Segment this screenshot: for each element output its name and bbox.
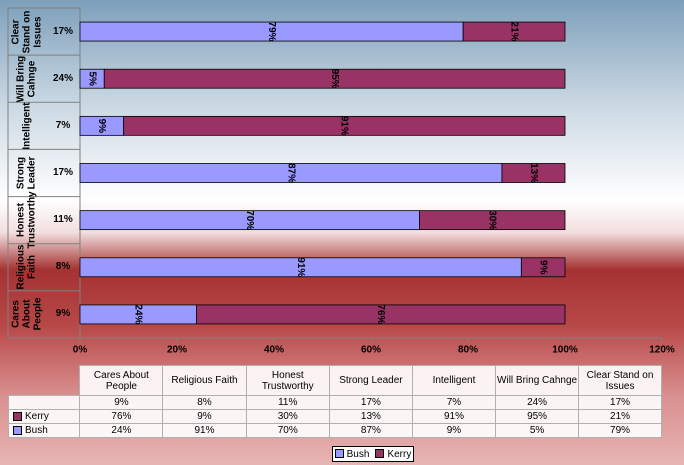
share-label: 9% bbox=[55, 308, 71, 320]
share-label: 11% bbox=[53, 214, 73, 226]
table-cell: 7% bbox=[411, 395, 497, 410]
category-label: Clear Stand on Issues bbox=[10, 10, 44, 53]
data-label: 5% bbox=[86, 71, 97, 86]
data-label: 30% bbox=[487, 210, 498, 230]
table-cell: 9% bbox=[162, 409, 247, 424]
legend-key bbox=[334, 449, 344, 459]
share-label: 24% bbox=[52, 72, 73, 84]
data-label: 70% bbox=[244, 210, 255, 230]
table-series-row: Kerry 76% 9% 30% 13% 91% 95% 21% bbox=[7, 409, 662, 424]
table-cell: 95% bbox=[495, 409, 580, 424]
table-header: Clear Stand on Issues bbox=[578, 365, 662, 396]
legend-key bbox=[375, 449, 385, 459]
table-cell: 8% bbox=[162, 395, 247, 410]
x-tick-label: 0% bbox=[73, 345, 88, 356]
table-cell: 17% bbox=[578, 395, 662, 410]
category-label: Will Bring Cahnge bbox=[15, 55, 38, 102]
x-tick-label: 20% bbox=[167, 345, 187, 356]
category-label: Honest Trustworthy bbox=[15, 191, 38, 249]
data-label: 76% bbox=[375, 304, 386, 324]
data-label: 79% bbox=[266, 22, 277, 42]
table-cell: 21% bbox=[578, 409, 662, 424]
x-tick-label: 60% bbox=[361, 345, 381, 356]
table-cell: 87% bbox=[328, 423, 413, 438]
table-cell: 24% bbox=[495, 395, 580, 410]
table-header: Religious Faith bbox=[162, 365, 247, 396]
x-tick-label: 40% bbox=[264, 345, 284, 356]
legend: Bush Kerry bbox=[332, 446, 414, 462]
data-label: 87% bbox=[285, 163, 296, 183]
table-series-row: Bush 24% 91% 70% 87% 9% 5% 79% bbox=[7, 423, 662, 438]
table-share-row: 9% 8% 11% 17% 7% 24% 17% bbox=[7, 395, 662, 410]
category-label: Intelligent bbox=[21, 102, 33, 150]
legend-key bbox=[13, 411, 22, 421]
table-cell: 79% bbox=[578, 423, 662, 438]
table-cell: 9% bbox=[411, 423, 497, 438]
share-label: 8% bbox=[55, 261, 71, 273]
legend-label: Kerry bbox=[387, 448, 412, 460]
legend-key bbox=[13, 425, 22, 435]
table-cell: 76% bbox=[79, 409, 164, 424]
row-name: Bush bbox=[25, 425, 48, 436]
table-header: Honest Trustworthy bbox=[245, 365, 330, 396]
table-corner bbox=[9, 366, 80, 396]
table-cell: 70% bbox=[245, 423, 330, 438]
bar-segment bbox=[462, 21, 566, 42]
x-tick-label: 80% bbox=[458, 345, 478, 356]
table-cell: 9% bbox=[79, 395, 164, 410]
table-cell: 13% bbox=[328, 409, 413, 424]
x-tick-label: 100% bbox=[552, 345, 578, 356]
table-cell: 24% bbox=[79, 423, 164, 438]
data-label: 21% bbox=[508, 22, 519, 42]
legend-label: Bush bbox=[346, 448, 370, 460]
bar-segment bbox=[195, 304, 566, 325]
data-table: Cares About People Religious Faith Honest … bbox=[7, 365, 662, 438]
category-label: Cares About People bbox=[10, 298, 44, 331]
table-cell: 30% bbox=[245, 409, 330, 424]
data-label: 9% bbox=[96, 119, 107, 134]
legend-item: Kerry bbox=[375, 449, 411, 460]
bar-segment bbox=[501, 163, 566, 183]
table-header: Strong Leader bbox=[328, 365, 413, 396]
category-label: Religious Faith bbox=[15, 244, 38, 290]
data-label: 91% bbox=[339, 116, 350, 136]
table-cell: 91% bbox=[162, 423, 247, 438]
data-label: 95% bbox=[329, 69, 340, 89]
legend-item: Bush bbox=[334, 448, 370, 460]
bar-segment bbox=[419, 210, 566, 231]
table-cell: 91% bbox=[411, 409, 497, 424]
table-cell: 5% bbox=[495, 423, 580, 438]
share-label: 17% bbox=[52, 25, 73, 37]
bar-segment bbox=[103, 68, 566, 89]
table-header: Cares About People bbox=[79, 365, 164, 396]
share-label: 7% bbox=[55, 119, 71, 131]
row-name: Kerry bbox=[25, 411, 49, 422]
data-label: 13% bbox=[528, 163, 539, 183]
table-row-head: Bush bbox=[7, 423, 81, 438]
data-label: 91% bbox=[295, 257, 306, 277]
bar-segment bbox=[123, 115, 566, 136]
table-cell: 17% bbox=[328, 395, 413, 410]
category-label: Strong Leader bbox=[15, 156, 38, 190]
table-row-head bbox=[7, 395, 81, 410]
table-header: Intelligent bbox=[411, 365, 497, 396]
share-label: 17% bbox=[52, 167, 73, 178]
table-header: Will Bring Cahnge bbox=[495, 365, 580, 396]
table-header-row: Cares About People Religious Faith Honest … bbox=[9, 365, 662, 396]
table-cell: 11% bbox=[245, 395, 330, 410]
data-label: 24% bbox=[133, 304, 144, 324]
bar-segment bbox=[520, 257, 566, 278]
data-label: 9% bbox=[538, 260, 549, 275]
x-tick-label: 120% bbox=[649, 345, 675, 356]
table-row-head: Kerry bbox=[7, 409, 81, 424]
